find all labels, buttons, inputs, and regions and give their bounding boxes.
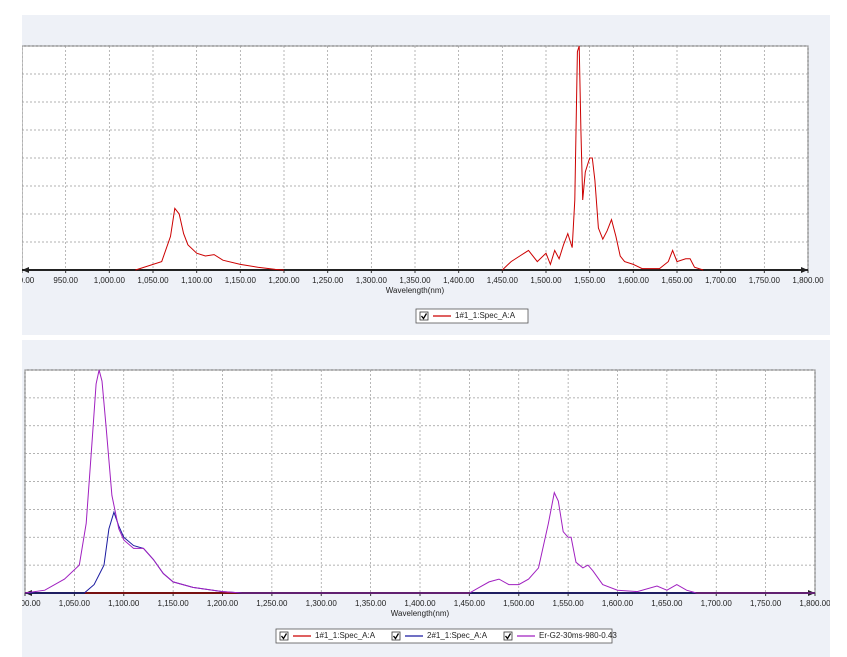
x-tick-label: 1,750.00 [750,599,782,608]
x-tick-label: 1,600.00 [618,276,650,285]
chart-panel: 1,000.00 1,050.00 1,100.00 1,150.00 1,200.00… [9,340,831,657]
x-tick-label: 1,300.00 [306,599,338,608]
x-tick-label: 1,050.00 [59,599,91,608]
x-tick-label: 1,300.00 [356,276,388,285]
legend-label: 2#1_1:Spec_A:A [427,631,488,640]
x-tick-label: 1,350.00 [355,599,387,608]
x-tick-label: 1,500.00 [503,599,535,608]
x-tick-label: 1,700.00 [701,599,733,608]
x-tick-label: 1,450.00 [454,599,486,608]
chart-panel: 900.00 950.00 1,000.00 1,050.00 1,100.00 1,15… [10,15,830,335]
x-tick-label: 950.00 [53,276,78,285]
legend-check [280,633,288,640]
x-tick-label: 1,750.00 [749,276,781,285]
x-tick-label: 1,450.00 [487,276,519,285]
x-tick-label: 1,500.00 [530,276,562,285]
x-tick-label: 1,200.00 [207,599,239,608]
x-tick-label: 1,700.00 [705,276,737,285]
x-tick-label: 1,800.00 [792,276,824,285]
legend-box [415,308,529,324]
x-tick-label: 1,800.00 [799,599,831,608]
legend-checkbox[interactable] [391,631,401,641]
x-tick-label: 1,100.00 [108,599,140,608]
x-tick-label: 1,200.00 [268,276,300,285]
x-tick-label: 1,000.00 [94,276,126,285]
legend-checkbox[interactable] [279,631,289,641]
legend-check [420,313,428,320]
x-tick-label: 1,550.00 [553,599,585,608]
x-tick-label: 1,050.00 [137,276,169,285]
x-tick-label: 1,350.00 [399,276,431,285]
legend-label: Er-G2-30ms-980-0.43 [539,631,617,640]
x-tick-label: 1,100.00 [181,276,213,285]
legend-check [504,633,512,640]
x-tick-label: 900.00 [10,276,35,285]
series-line [135,45,704,271]
x-axis-label: Wavelength(nm) [391,609,450,618]
x-tick-label: 1,600.00 [602,599,634,608]
x-tick-label: 1,150.00 [158,599,190,608]
x-axis-label: Wavelength(nm) [386,286,445,295]
x-tick-label: 1,250.00 [312,276,344,285]
legend-box [275,628,613,644]
x-tick-label: 1,000.00 [9,599,41,608]
x-tick-label: 1,550.00 [574,276,606,285]
legend-label: 1#1_1:Spec_A:A [315,631,376,640]
x-tick-label: 1,650.00 [661,276,693,285]
legend-checkbox[interactable] [419,311,429,321]
x-tick-label: 1,400.00 [443,276,475,285]
x-tick-label: 1,150.00 [225,276,257,285]
legend-check [392,633,400,640]
legend-label: 1#1_1:Spec_A:A [455,311,516,320]
x-tick-label: 1,400.00 [404,599,436,608]
legend-checkbox[interactable] [503,631,513,641]
series-line [24,369,815,594]
x-tick-label: 1,650.00 [651,599,683,608]
x-tick-label: 1,250.00 [256,599,288,608]
